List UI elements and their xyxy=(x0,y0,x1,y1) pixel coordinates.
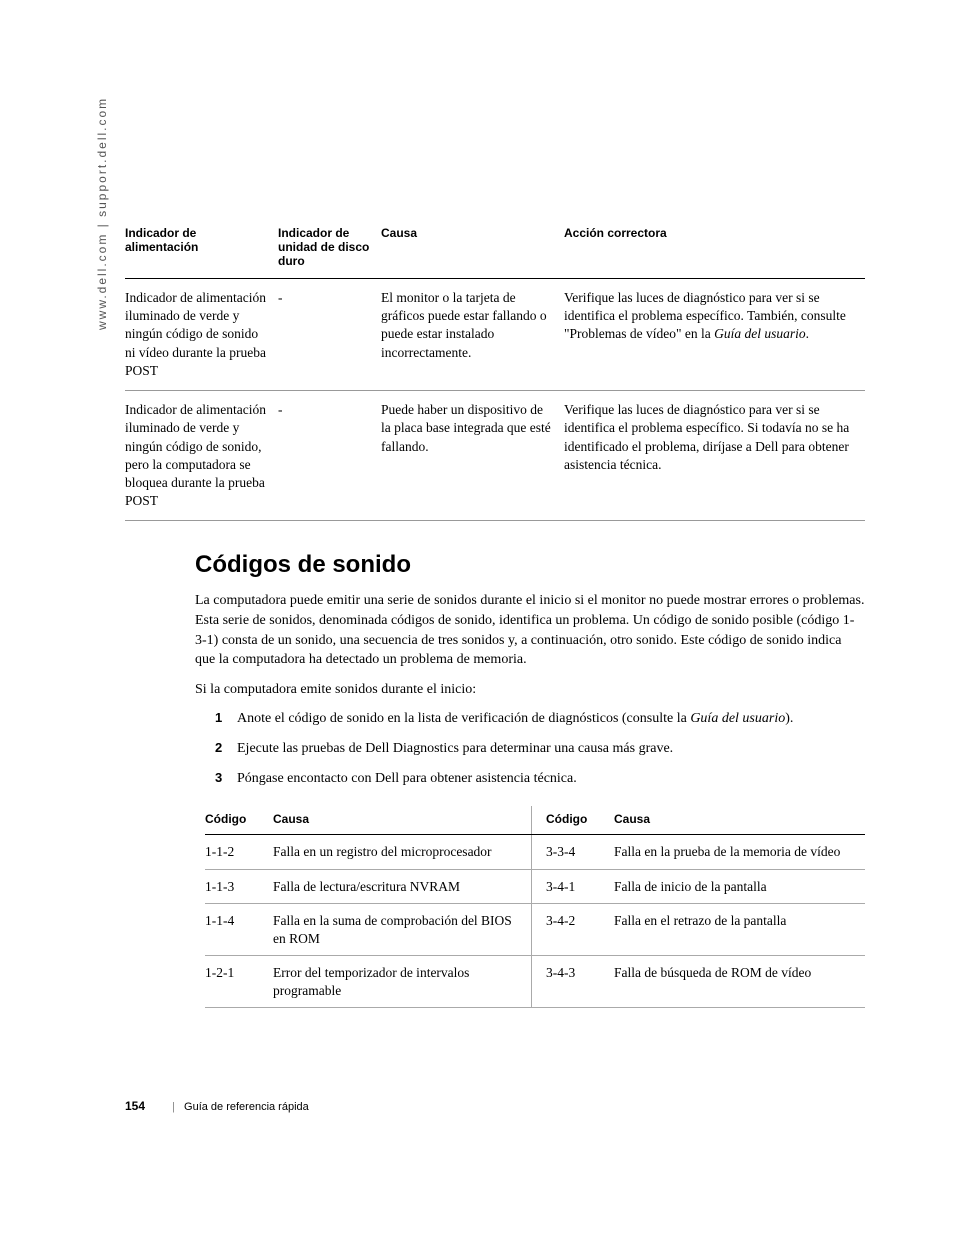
section-heading: Códigos de sonido xyxy=(195,551,865,579)
footer-separator: | xyxy=(172,1101,175,1113)
cell-cause: Falla en un registro del microprocesador xyxy=(273,835,532,870)
table1-header-cause: Causa xyxy=(381,220,564,279)
cell-cause: Falla en el retrazo de la pantalla xyxy=(614,904,865,956)
cell-code: 3-3-4 xyxy=(532,835,615,870)
table2-header-cause2: Causa xyxy=(614,806,865,835)
cell-hdd: - xyxy=(278,391,381,521)
list-item: Ejecute las pruebas de Dell Diagnostics … xyxy=(215,739,865,759)
cell-hdd: - xyxy=(278,279,381,391)
cell-power: Indicador de alimentación iluminado de v… xyxy=(125,279,278,391)
cell-cause: Falla en la prueba de la memoria de víde… xyxy=(614,835,865,870)
table-row: 1-1-2 Falla en un registro del microproc… xyxy=(205,835,865,870)
paragraph: Si la computadora emite sonidos durante … xyxy=(195,680,865,700)
cell-cause: Puede haber un dispositivo de la placa b… xyxy=(381,391,564,521)
cell-cause: Falla de búsqueda de ROM de vídeo xyxy=(614,956,865,1008)
table1-header-action: Acción correctora xyxy=(564,220,865,279)
beep-codes-table: Código Causa Código Causa 1-1-2 Falla en… xyxy=(205,806,865,1008)
page-content: Indicador de alimentación Indicador de u… xyxy=(125,220,865,1008)
side-url-text: www.dell.com | support.dell.com xyxy=(95,97,109,330)
cell-code: 1-1-4 xyxy=(205,904,273,956)
page-footer: 154 | Guía de referencia rápida xyxy=(125,1099,309,1113)
cell-cause: Falla de lectura/escritura NVRAM xyxy=(273,869,532,904)
table-row: Indicador de alimentación iluminado de v… xyxy=(125,279,865,391)
cell-action: Verifique las luces de diagnóstico para … xyxy=(564,279,865,391)
list-item: Anote el código de sonido en la lista de… xyxy=(215,709,865,729)
cell-code: 1-1-2 xyxy=(205,835,273,870)
table1-header-power: Indicador de alimentación xyxy=(125,220,278,279)
cell-cause: El monitor o la tarjeta de gráficos pued… xyxy=(381,279,564,391)
table-row: 1-2-1 Error del temporizador de interval… xyxy=(205,956,865,1008)
table1-header-hdd: Indicador de unidad de disco duro xyxy=(278,220,381,279)
steps-list: Anote el código de sonido en la lista de… xyxy=(195,709,865,788)
power-indicator-table: Indicador de alimentación Indicador de u… xyxy=(125,220,865,521)
table-row: 1-1-4 Falla en la suma de comprobación d… xyxy=(205,904,865,956)
footer-doc-title: Guía de referencia rápida xyxy=(184,1101,309,1113)
table2-header-code1: Código xyxy=(205,806,273,835)
paragraph: La computadora puede emitir una serie de… xyxy=(195,591,865,669)
table2-header-code2: Código xyxy=(532,806,615,835)
cell-cause: Error del temporizador de intervalos pro… xyxy=(273,956,532,1008)
table-row: 1-1-3 Falla de lectura/escritura NVRAM 3… xyxy=(205,869,865,904)
list-item: Póngase encontacto con Dell para obtener… xyxy=(215,769,865,789)
page-number: 154 xyxy=(125,1099,145,1113)
cell-code: 3-4-2 xyxy=(532,904,615,956)
cell-action: Verifique las luces de diagnóstico para … xyxy=(564,391,865,521)
table2-header-cause1: Causa xyxy=(273,806,532,835)
cell-cause: Falla en la suma de comprobación del BIO… xyxy=(273,904,532,956)
cell-cause: Falla de inicio de la pantalla xyxy=(614,869,865,904)
cell-code: 1-1-3 xyxy=(205,869,273,904)
body-text-block: La computadora puede emitir una serie de… xyxy=(195,591,865,788)
table-row: Indicador de alimentación iluminado de v… xyxy=(125,391,865,521)
cell-code: 1-2-1 xyxy=(205,956,273,1008)
cell-code: 3-4-1 xyxy=(532,869,615,904)
cell-power: Indicador de alimentación iluminado de v… xyxy=(125,391,278,521)
cell-code: 3-4-3 xyxy=(532,956,615,1008)
